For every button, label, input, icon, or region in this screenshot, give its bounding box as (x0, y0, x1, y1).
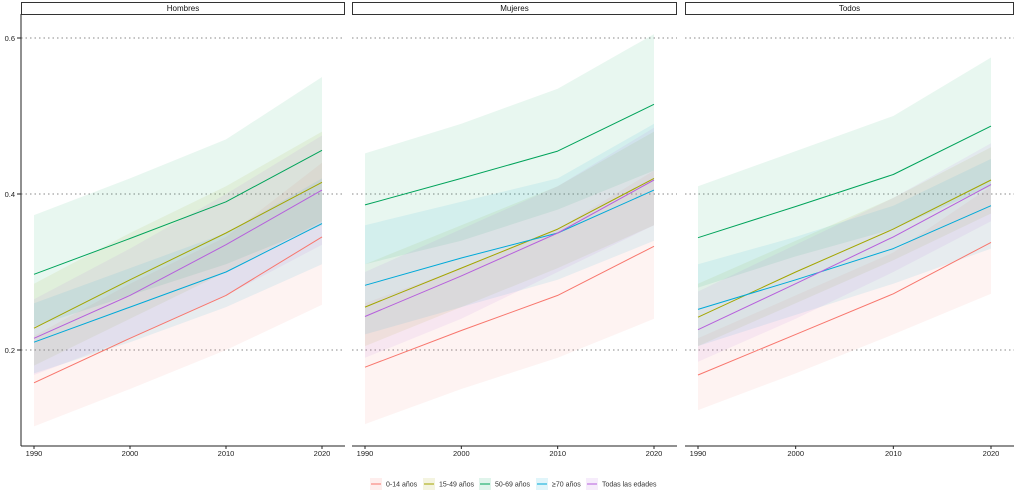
x-tick-label: 2010 (218, 449, 235, 458)
ci-band-series-0 (365, 170, 654, 425)
line-series-3 (33, 223, 323, 343)
ci-band-series-4 (698, 143, 991, 362)
line-series-2 (364, 103, 655, 206)
facet-strip-label: Hombres (167, 4, 199, 13)
ci-band-series-3 (34, 178, 322, 374)
y-axis: 0.2 0.4 0.6 (5, 14, 22, 446)
ci-band-series-1 (34, 131, 322, 366)
line-series-0 (697, 241, 992, 376)
x-tick-label: 2000 (453, 449, 470, 458)
line-series-4 (364, 179, 655, 317)
facet-strip (352, 2, 677, 15)
line-series-3 (364, 189, 655, 286)
y-tick-label: 0.6 (5, 34, 15, 43)
y-tick-label: 0.4 (5, 190, 15, 199)
ci-band-series-1 (365, 131, 654, 347)
facet-strip (21, 2, 345, 15)
legend: 0-14 años 15-49 años 50-69 años ≥70 años Tod… (370, 478, 657, 490)
facet-strip-label: Mujeres (500, 4, 528, 13)
legend-label: 15-49 años (439, 482, 475, 489)
line-series-4 (33, 189, 323, 339)
line-series-1 (364, 177, 655, 308)
legend-label: ≥70 años (552, 482, 581, 489)
ci-band-series-3 (698, 158, 991, 347)
ci-band-series-0 (34, 162, 322, 427)
y-tick-label: 0.2 (5, 346, 15, 355)
x-tick-label: 1990 (357, 449, 374, 458)
line-series-2 (33, 149, 323, 275)
ci-band-series-4 (365, 127, 654, 358)
x-tick-label: 1990 (26, 449, 43, 458)
x-tick-label: 1990 (690, 449, 707, 458)
x-tick-label: 2020 (983, 449, 1000, 458)
x-tick-label: 2020 (646, 449, 663, 458)
legend-item-2: 50-69 años (479, 478, 531, 490)
legend-item-3: ≥70 años (536, 478, 581, 490)
line-series-3 (697, 205, 992, 310)
x-tick-label: 2000 (787, 449, 804, 458)
legend-label: Todas las edades (602, 482, 657, 489)
line-series-2 (697, 125, 992, 239)
x-tick-label: 2000 (122, 449, 139, 458)
panel-mujeres: Mujeres 1990 2000 2010 2020 (352, 2, 677, 458)
line-series-0 (33, 236, 323, 384)
legend-item-4: Todas las edades (586, 478, 657, 490)
ci-band-series-2 (698, 57, 991, 288)
ci-band-series-2 (34, 77, 322, 327)
ci-band-series-3 (365, 123, 654, 335)
ci-band-series-0 (698, 186, 991, 411)
x-tick-label: 2020 (314, 449, 331, 458)
legend-label: 50-69 años (495, 482, 531, 489)
line-series-0 (364, 245, 655, 368)
x-tick-label: 2010 (885, 449, 902, 458)
ci-band-series-2 (365, 34, 654, 265)
x-tick-label: 2010 (549, 449, 566, 458)
chart-panels: Hombres 1990 2000 2010 2020 Mujeres 1990 2000 20… (21, 2, 1014, 458)
panel-hombres: Hombres 1990 2000 2010 2020 (21, 2, 345, 458)
facet-strip (685, 2, 1014, 15)
legend-item-1: 15-49 años (423, 478, 475, 490)
panel-todos: Todos 1990 2000 2010 2020 (685, 2, 1014, 458)
legend-label: 0-14 años (386, 482, 418, 489)
line-series-1 (33, 181, 323, 329)
ci-band-series-1 (698, 147, 991, 347)
line-series-4 (697, 184, 992, 331)
legend-item-0: 0-14 años (370, 478, 418, 490)
ci-band-series-4 (34, 135, 322, 375)
facet-strip-label: Todos (839, 4, 860, 13)
